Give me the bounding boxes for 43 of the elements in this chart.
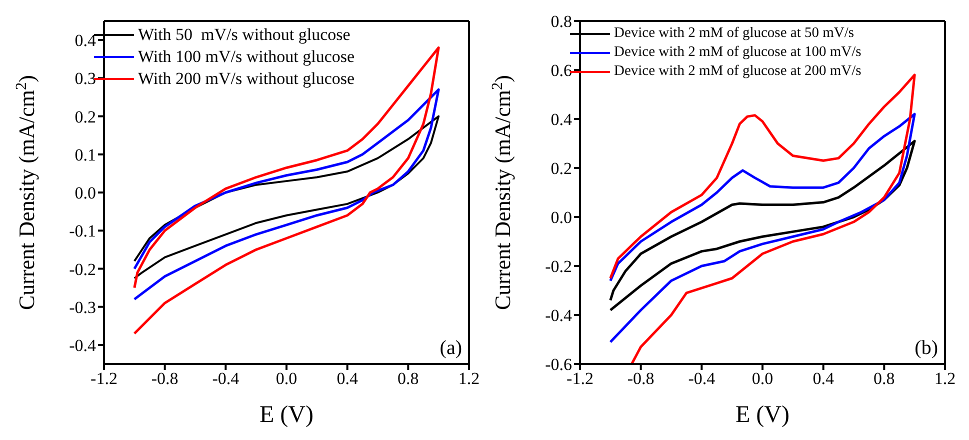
y-tick-label: 0.6 bbox=[550, 61, 572, 80]
x-tick-label: -0.8 bbox=[151, 369, 178, 388]
legend-label: Device with 2 mM of glucose at 100 mV/s bbox=[614, 43, 862, 62]
x-tick-label: -0.8 bbox=[627, 369, 654, 388]
x-tick-label: -0.4 bbox=[212, 369, 240, 388]
legend-label: With 200 mV/s without glucose bbox=[138, 68, 355, 90]
x-tick-label: 0.8 bbox=[874, 369, 895, 388]
x-tick-label: 0.8 bbox=[398, 369, 419, 388]
line-series bbox=[133, 88, 440, 300]
x-tick-label: 1.2 bbox=[934, 369, 956, 388]
y-tick-label: 0.1 bbox=[74, 145, 96, 164]
y-tick-label: 0.8 bbox=[550, 12, 572, 32]
y-tick-label: 0.0 bbox=[74, 184, 96, 203]
y-tick-label: 0.4 bbox=[74, 31, 96, 50]
x-axis-title: E (V) bbox=[736, 402, 790, 428]
x-tick-label: -1.2 bbox=[90, 369, 118, 388]
y-tick-label: 0.2 bbox=[550, 159, 572, 178]
y-tick-label: 0.4 bbox=[550, 110, 572, 130]
annotation: (a) bbox=[440, 337, 462, 360]
x-tick-label: -0.4 bbox=[688, 369, 716, 388]
x-tick-label: 0.0 bbox=[276, 369, 298, 388]
line-series bbox=[133, 46, 440, 335]
legend-label: Device with 2 mM of glucose at 200 mV/s bbox=[614, 62, 862, 81]
x-tick-label: 1.2 bbox=[458, 369, 480, 388]
y-tick-label: 0.3 bbox=[74, 69, 96, 88]
legend-label: Device with 2 mM of glucose at 50 mV/s bbox=[614, 24, 854, 43]
line-series bbox=[133, 115, 440, 280]
y-tick-label: -0.3 bbox=[69, 298, 96, 317]
line-series bbox=[609, 112, 916, 344]
y-tick-label: 0.0 bbox=[550, 208, 572, 228]
y-tick-label: -0.4 bbox=[545, 306, 572, 326]
x-tick-label: 0.0 bbox=[752, 369, 774, 388]
y-tick-label: -0.2 bbox=[69, 260, 96, 279]
y-tick-label: -0.2 bbox=[545, 257, 572, 276]
annotation: (b) bbox=[914, 337, 938, 360]
y-tick-label: 0.2 bbox=[74, 107, 96, 126]
legend-label: With 50 mV/s without glucose bbox=[138, 24, 350, 46]
y-tick-label: -0.1 bbox=[69, 222, 96, 241]
x-tick-label: 0.4 bbox=[336, 369, 358, 388]
x-axis-title: E (V) bbox=[260, 402, 314, 428]
legend-label: With 100 mV/s without glucose bbox=[138, 46, 355, 68]
y-tick-label: -0.4 bbox=[69, 336, 96, 355]
x-tick-label: 0.4 bbox=[812, 369, 834, 388]
